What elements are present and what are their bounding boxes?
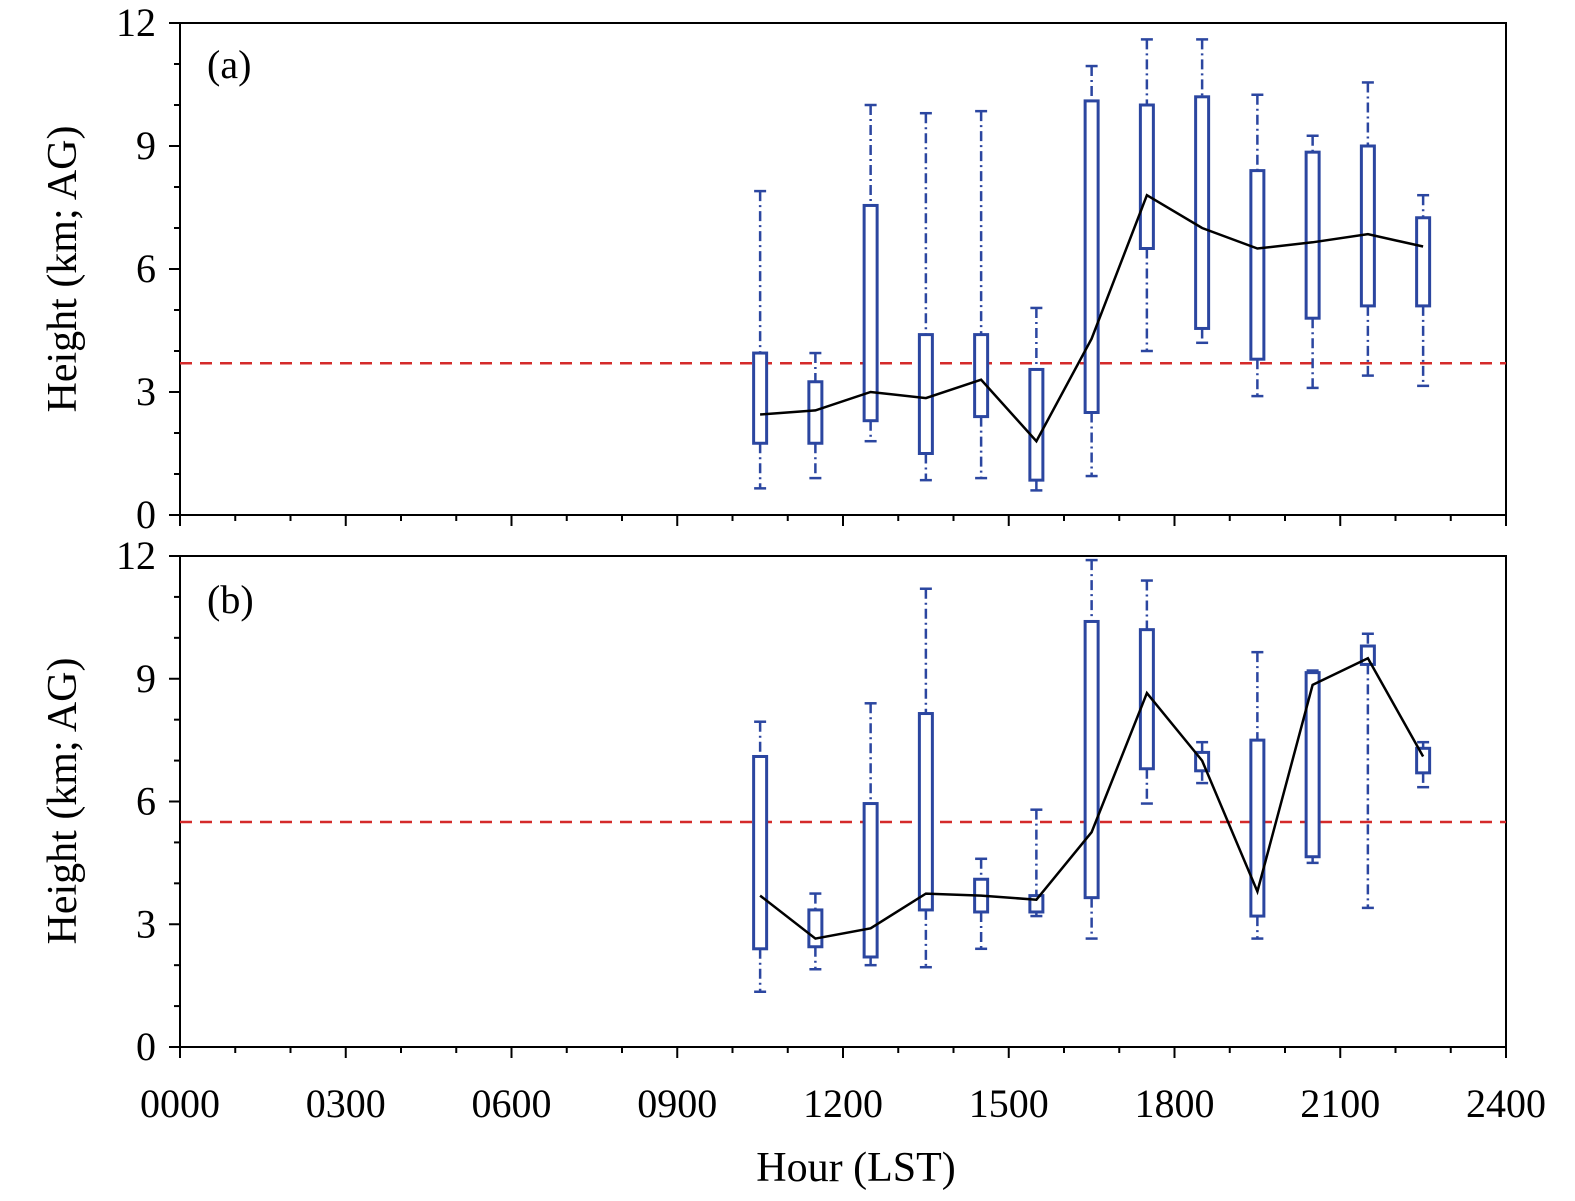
panel-a-box <box>1415 216 1432 308</box>
x-axis: 0000 0300 0600 0900 1200 1500 1800 2100 2400 <box>140 1081 1546 1126</box>
panel-b-median-line <box>759 656 1425 940</box>
x-tick-label: 2400 <box>1466 1081 1546 1126</box>
panel-b-box <box>1415 746 1432 775</box>
x-tick-label: 0900 <box>637 1081 717 1126</box>
panel-a-box <box>973 333 990 419</box>
panel-b-box <box>1083 619 1100 900</box>
panel-b-box <box>862 802 879 959</box>
panel-a-box <box>1194 95 1211 330</box>
panel-a-box <box>1138 103 1155 250</box>
x-tick-label: 2100 <box>1300 1081 1380 1126</box>
x-tick-label: 1200 <box>803 1081 883 1126</box>
panel-a-y-tick-label: 3 <box>136 369 156 414</box>
x-tick-label: 1800 <box>1135 1081 1215 1126</box>
x-tick-label: 0600 <box>472 1081 552 1126</box>
x-axis-title: Hour (LST) <box>756 1145 955 1191</box>
panel-a: (a) Height (km; AG) 0 3 6 9 12 <box>40 0 1507 537</box>
x-tick-label: 0000 <box>140 1081 220 1126</box>
panel-b-y-tick-label: 3 <box>136 901 156 946</box>
panel-b-box <box>1249 738 1266 918</box>
panel-a-box <box>917 333 934 456</box>
panel-a-y-tick-label: 12 <box>116 0 156 45</box>
panel-a-box <box>1304 150 1321 320</box>
x-tick-label: 0300 <box>306 1081 386 1126</box>
panel-b-y-tick-label: 12 <box>116 533 156 578</box>
x-tick-label: 1500 <box>969 1081 1049 1126</box>
panel-a-y-axis-title: Height (km; AG) <box>40 126 86 413</box>
panel-b-y-tick-label: 6 <box>136 779 156 824</box>
panel-a-box <box>1359 144 1376 308</box>
panel-a-marks: 0 3 6 9 12 <box>116 0 1507 537</box>
panel-a-y-tick-label: 9 <box>136 123 156 168</box>
panel-a-median-line <box>760 193 1424 444</box>
panel-b-label: (b) <box>207 577 254 622</box>
panel-a-box <box>752 351 769 445</box>
panel-b-y-axis-title: Height (km; AG) <box>40 658 86 945</box>
panel-b-marks: 0 3 6 9 12 <box>116 533 1507 1069</box>
panel-b-y-tick-label: 9 <box>136 656 156 701</box>
panel-a-box <box>862 203 879 423</box>
panel-a-box <box>1028 367 1045 482</box>
panel-b: (b) Height (km; AG) 0 3 6 9 12 <box>40 533 1507 1069</box>
panel-b-y-tick-label: 0 <box>136 1024 156 1069</box>
panel-a-y-tick-label: 6 <box>136 246 156 291</box>
panel-b-box <box>1304 671 1321 859</box>
panel-b-box <box>917 712 934 912</box>
panel-a-box <box>1083 99 1100 415</box>
panel-a-box <box>807 380 824 445</box>
panel-b-box <box>752 754 769 951</box>
panel-b-box <box>807 908 824 949</box>
panel-a-box <box>1249 169 1266 361</box>
panel-a-y-tick-label: 0 <box>136 492 156 537</box>
panel-a-label: (a) <box>207 42 251 87</box>
